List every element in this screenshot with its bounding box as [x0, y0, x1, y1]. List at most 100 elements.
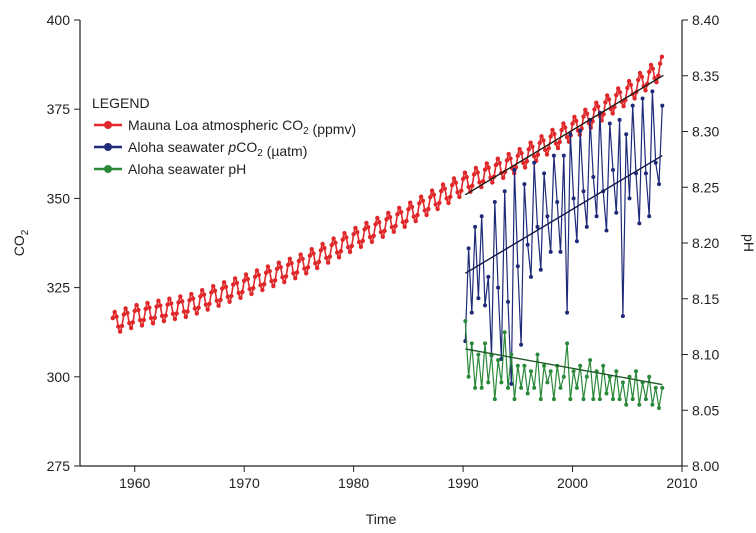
data-point	[291, 271, 296, 276]
data-point	[604, 228, 609, 233]
data-point	[555, 200, 560, 204]
data-point	[384, 217, 389, 222]
data-point	[415, 212, 420, 218]
data-point	[497, 160, 502, 166]
data-point	[123, 306, 128, 311]
data-point	[584, 374, 589, 379]
data-point	[519, 342, 524, 347]
data-point	[439, 188, 444, 194]
data-point	[201, 292, 207, 297]
data-point	[479, 214, 484, 219]
axis-titles: Time CO2 pH	[11, 229, 756, 527]
data-point	[574, 239, 579, 244]
data-point	[351, 232, 356, 237]
data-point	[557, 139, 562, 145]
data-point	[409, 204, 415, 210]
x-tick-label: 1980	[338, 475, 369, 491]
data-point	[247, 286, 252, 292]
data-point	[393, 223, 398, 229]
data-point	[207, 301, 212, 306]
data-point	[529, 369, 533, 374]
data-point	[571, 369, 576, 374]
data-point	[318, 248, 323, 253]
data-point	[584, 224, 589, 229]
data-point	[506, 151, 511, 157]
data-point	[256, 272, 261, 278]
data-point	[581, 114, 586, 119]
y-left-tick-label: 400	[47, 12, 71, 28]
data-point	[119, 323, 125, 329]
data-point	[429, 188, 435, 193]
data-point	[138, 318, 143, 323]
data-point	[522, 182, 527, 187]
data-point	[216, 303, 221, 308]
data-point	[526, 147, 531, 152]
data-point	[420, 198, 426, 203]
data-point	[389, 224, 395, 230]
data-point	[537, 140, 542, 146]
data-point	[238, 295, 243, 300]
x-axis-title: Time	[366, 511, 397, 527]
data-point	[568, 132, 573, 137]
data-point	[616, 86, 621, 91]
data-point	[486, 165, 491, 170]
series-layer	[110, 54, 665, 410]
data-point	[356, 239, 362, 245]
data-point	[227, 299, 232, 304]
data-point	[551, 153, 556, 158]
data-point	[340, 237, 345, 242]
data-point	[506, 385, 510, 390]
data-point	[114, 314, 119, 319]
data-point	[398, 210, 404, 215]
data-point	[559, 127, 564, 133]
data-point	[360, 238, 365, 243]
data-point	[617, 117, 622, 122]
data-point	[558, 249, 563, 254]
data-point	[152, 315, 157, 320]
data-point	[413, 218, 418, 224]
data-point	[620, 314, 625, 319]
data-point	[408, 200, 413, 205]
data-point	[327, 254, 333, 259]
data-point	[594, 214, 599, 219]
data-point	[563, 125, 568, 130]
data-point	[492, 397, 497, 402]
x-tick-label: 1960	[119, 475, 150, 491]
data-point	[620, 380, 625, 385]
data-point	[578, 363, 583, 368]
data-point	[624, 402, 629, 407]
data-point	[512, 397, 517, 402]
data-point	[647, 69, 652, 75]
data-point	[453, 180, 458, 185]
data-point	[657, 406, 661, 410]
data-point	[611, 167, 615, 172]
y-right-axis-title: pH	[741, 234, 756, 252]
data-point	[418, 194, 424, 199]
data-point	[509, 381, 514, 386]
data-point	[466, 246, 471, 251]
data-point	[276, 260, 281, 265]
data-point	[558, 385, 563, 390]
data-point	[476, 296, 481, 301]
series-line-0	[112, 55, 664, 334]
data-point	[260, 287, 265, 293]
data-point	[515, 153, 520, 158]
data-point	[548, 249, 553, 254]
data-point	[544, 152, 550, 157]
data-point	[561, 153, 566, 158]
data-point	[203, 302, 209, 307]
data-point	[311, 251, 316, 256]
data-point	[473, 165, 479, 171]
data-point	[475, 170, 480, 175]
data-point	[353, 225, 358, 231]
data-point	[617, 397, 622, 402]
data-point	[625, 85, 630, 91]
data-point	[305, 265, 311, 270]
data-point	[473, 224, 478, 229]
data-point	[535, 152, 541, 157]
data-point	[545, 380, 550, 385]
data-point	[626, 78, 632, 84]
data-point	[446, 200, 451, 206]
data-point	[221, 280, 227, 285]
data-point	[287, 256, 292, 261]
